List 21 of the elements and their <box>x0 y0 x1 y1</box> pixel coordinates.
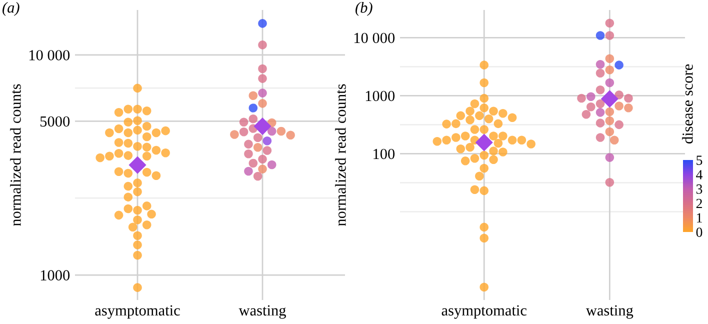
color-bar-label: 2 <box>696 198 702 208</box>
y-tick-label: 1000 <box>366 90 395 102</box>
color-bar-title: disease score <box>682 64 693 144</box>
color-bar-label: 3 <box>696 184 702 194</box>
color-bar-label: 5 <box>696 156 702 165</box>
color-bar-label: 0 <box>696 228 702 237</box>
chart-title: (a) <box>2 2 20 16</box>
y-tick-label: 10 000 <box>29 50 70 60</box>
y-axis-title: normalized read counts <box>335 84 346 226</box>
x-tick-label: wasting <box>238 305 286 319</box>
y-axis-title: normalized read counts <box>10 84 21 226</box>
x-tick-label: wasting <box>586 305 634 319</box>
color-bar-label: 1 <box>697 213 702 222</box>
y-tick-label: 5000 <box>40 116 70 127</box>
y-tick-label: 1000 <box>40 270 70 280</box>
y-tick-label: 10 000 <box>354 32 395 44</box>
color-bar-label: 4 <box>696 170 703 180</box>
chart-title: (b) <box>356 2 372 16</box>
y-tick-label: 100 <box>374 148 395 160</box>
x-tick-label: asymptomatic <box>442 305 526 319</box>
x-tick-label: asymptomatic <box>95 305 180 319</box>
